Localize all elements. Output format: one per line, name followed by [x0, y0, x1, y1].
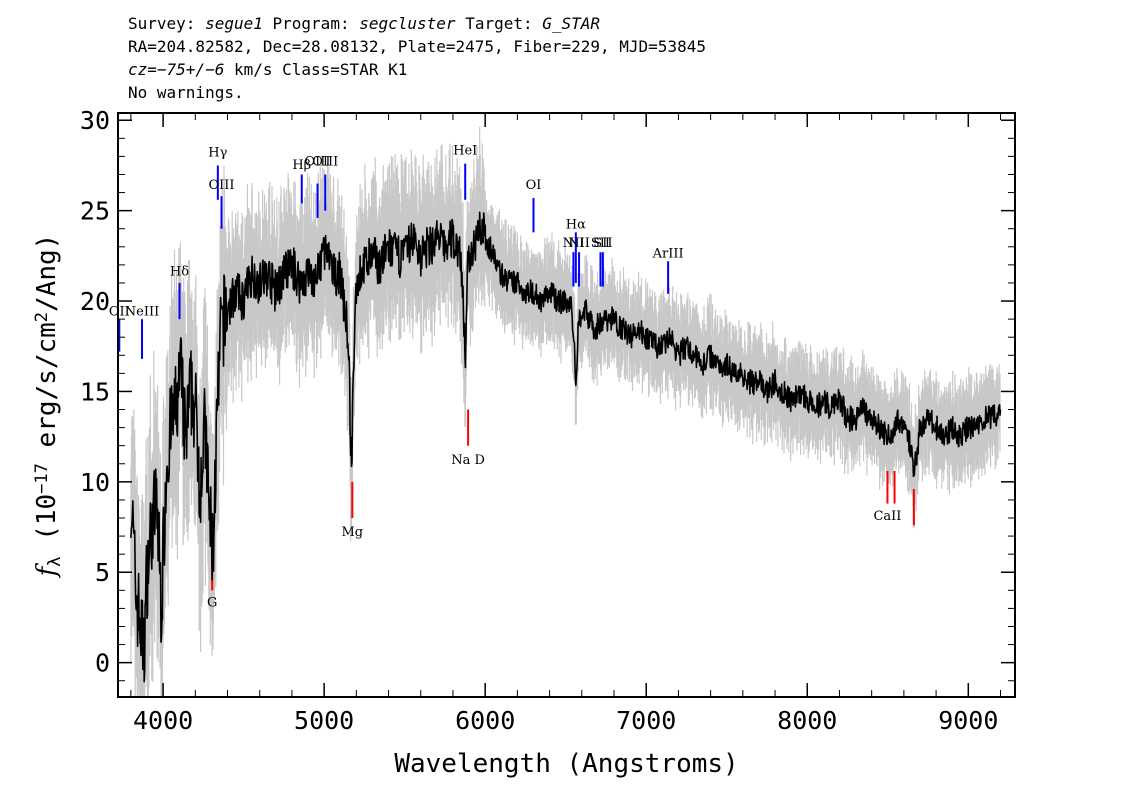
- header-line-4: No warnings.: [128, 83, 244, 102]
- line-marker-label: Hγ: [208, 145, 227, 160]
- y-tick-label: 10: [80, 468, 110, 497]
- line-marker-label: OIII: [304, 154, 330, 169]
- line-marker-label: HeI: [453, 144, 477, 159]
- line-marker-label: OII: [109, 305, 130, 320]
- header-line-2: RA=204.82582, Dec=28.08132, Plate=2475, …: [128, 37, 706, 56]
- line-marker-label: CaII: [873, 509, 901, 524]
- survey-value: segue1: [205, 14, 263, 33]
- spectrum-header: Survey: segue1 Program: segcluster Targe…: [128, 12, 706, 104]
- line-marker-label: Mg: [341, 525, 363, 540]
- program-label: Program:: [272, 14, 350, 33]
- y-tick-label: 0: [95, 649, 110, 678]
- line-marker-label: Na D: [451, 453, 485, 468]
- line-marker-label: G: [207, 596, 217, 611]
- cz-label: cz: [128, 60, 148, 79]
- line-marker-label: NII: [568, 236, 590, 251]
- x-tick-label: 5000: [294, 706, 354, 735]
- x-tick-label: 7000: [616, 706, 676, 735]
- x-tick-label: 6000: [455, 706, 515, 735]
- y-axis-title: fλ (10−17 erg/s/cm2/Ang): [32, 234, 65, 579]
- line-marker-label: SII: [591, 236, 610, 251]
- x-tick-label: 9000: [938, 706, 998, 735]
- line-marker-label: Hδ: [170, 265, 189, 280]
- line-marker-label: SII: [593, 236, 612, 251]
- line-marker-label: OIII: [209, 178, 235, 193]
- x-axis-title: Wavelength (Angstroms): [394, 749, 738, 779]
- line-marker-label: Hβ: [292, 158, 311, 173]
- program-value: segcluster: [359, 14, 456, 33]
- header-line-3: cz=−75+/−6 km/s Class=STAR K1: [128, 58, 706, 81]
- line-marker-label: OI: [526, 178, 542, 193]
- x-tick-label: 4000: [133, 706, 193, 735]
- survey-label: Survey:: [128, 14, 196, 33]
- plot-frame: [117, 112, 1016, 698]
- y-axis-title-part: (10: [32, 494, 62, 557]
- cz-value: =−75+/−6: [147, 60, 225, 79]
- line-marker-label: Hα: [566, 218, 586, 233]
- y-axis-title-part: −17: [32, 463, 52, 494]
- y-axis-title-part: /Ang): [32, 234, 62, 312]
- x-tick-label: 8000: [777, 706, 837, 735]
- line-marker-label: OIII: [312, 154, 338, 169]
- y-tick-label: 5: [95, 558, 110, 587]
- y-tick-label: 30: [80, 106, 110, 135]
- line-marker-label: NII: [563, 236, 585, 251]
- tick-layer: 4000 5000 6000 7000 8000 9000 0 5 10 15 20 25 30: [80, 106, 1015, 735]
- y-tick-label: 20: [80, 287, 110, 316]
- y-axis-title-part: erg/s/cm: [32, 322, 62, 463]
- flux-layer: [130, 211, 1002, 683]
- flux-series-line: [130, 211, 1002, 683]
- y-axis-title-part: 2: [32, 312, 52, 322]
- header-line-1: Survey: segue1 Program: segcluster Targe…: [128, 12, 706, 35]
- y-axis-title-part: λ: [45, 556, 65, 566]
- y-tick-label: 25: [80, 197, 110, 226]
- target-label: Target:: [465, 14, 533, 33]
- y-tick-label: 15: [80, 377, 110, 406]
- target-value: G_STAR: [542, 14, 601, 33]
- line-marker-label: ArIII: [652, 247, 684, 262]
- cz-rest: km/s Class=STAR K1: [224, 60, 408, 79]
- line-marker-label: NeIII: [125, 305, 159, 320]
